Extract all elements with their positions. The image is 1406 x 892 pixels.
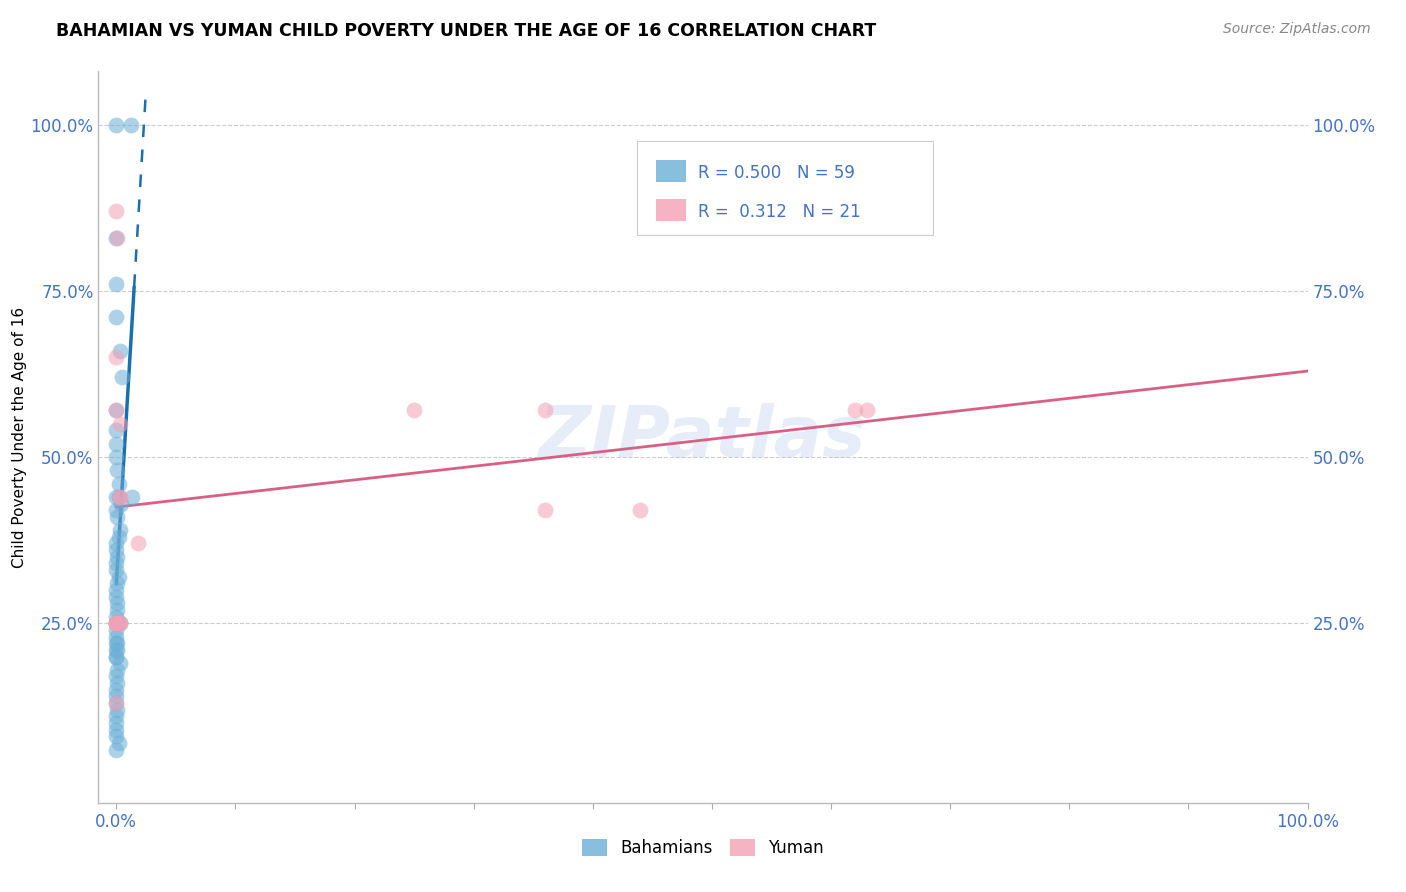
Point [105, 450, 128, 464]
Point [105, 436, 128, 450]
Point [105, 636, 128, 650]
Point [105, 118, 128, 132]
Point [108, 616, 131, 631]
Point [534, 503, 557, 517]
Point [105, 616, 128, 631]
Legend: Bahamians, Yuman: Bahamians, Yuman [575, 832, 831, 864]
Point [107, 570, 129, 584]
Point [105, 616, 128, 631]
Text: R =  0.312   N = 21: R = 0.312 N = 21 [697, 203, 860, 221]
Point [107, 490, 129, 504]
Point [107, 596, 129, 610]
Point [105, 723, 128, 737]
Point [105, 716, 128, 731]
Point [105, 590, 128, 604]
Text: BAHAMIAN VS YUMAN CHILD POVERTY UNDER THE AGE OF 16 CORRELATION CHART: BAHAMIAN VS YUMAN CHILD POVERTY UNDER TH… [56, 22, 876, 40]
Point [105, 630, 128, 644]
Point [630, 503, 652, 517]
Point [105, 729, 128, 743]
Y-axis label: Child Poverty Under the Age of 16: Child Poverty Under the Age of 16 [11, 307, 27, 567]
Point [108, 616, 131, 631]
Point [107, 736, 129, 750]
Point [105, 403, 128, 417]
Point [108, 343, 131, 358]
Point [105, 690, 128, 704]
Point [107, 676, 129, 690]
Point [107, 509, 129, 524]
Point [105, 682, 128, 697]
Point [105, 277, 128, 292]
Point [107, 530, 129, 544]
Point [120, 118, 142, 132]
Point [107, 549, 129, 564]
Point [107, 463, 129, 477]
Point [108, 523, 131, 537]
Point [107, 230, 129, 244]
Point [110, 497, 132, 511]
Point [105, 310, 128, 325]
Point [105, 649, 128, 664]
Point [107, 476, 129, 491]
Point [105, 616, 128, 631]
Point [404, 403, 426, 417]
Point [105, 582, 128, 597]
Point [105, 616, 128, 631]
Point [105, 230, 128, 244]
Point [107, 663, 129, 677]
Point [108, 616, 131, 631]
Point [105, 623, 128, 637]
Point [844, 403, 866, 417]
Point [105, 649, 128, 664]
Point [108, 417, 131, 431]
Point [107, 603, 129, 617]
Text: Source: ZipAtlas.com: Source: ZipAtlas.com [1223, 22, 1371, 37]
Point [121, 490, 143, 504]
Point [105, 669, 128, 683]
Point [105, 204, 128, 219]
Point [105, 543, 128, 558]
Point [108, 490, 131, 504]
Point [105, 616, 128, 631]
Point [105, 696, 128, 710]
Point [105, 424, 128, 438]
Point [107, 703, 129, 717]
Point [856, 403, 879, 417]
Point [107, 643, 129, 657]
Point [107, 616, 129, 631]
Point [105, 351, 128, 365]
Text: R = 0.500   N = 59: R = 0.500 N = 59 [697, 164, 855, 182]
Point [105, 503, 128, 517]
Point [105, 490, 128, 504]
Point [534, 403, 557, 417]
Point [105, 696, 128, 710]
Point [108, 656, 131, 670]
Point [105, 403, 128, 417]
Point [105, 563, 128, 577]
Point [108, 490, 131, 504]
Point [127, 536, 149, 550]
Point [105, 557, 128, 571]
Point [107, 576, 129, 591]
Point [105, 609, 128, 624]
Text: ZIPatlas: ZIPatlas [540, 402, 866, 472]
Point [111, 370, 134, 384]
Point [105, 536, 128, 550]
Point [105, 742, 128, 756]
Point [105, 643, 128, 657]
Point [105, 616, 128, 631]
Point [107, 636, 129, 650]
Point [105, 709, 128, 723]
